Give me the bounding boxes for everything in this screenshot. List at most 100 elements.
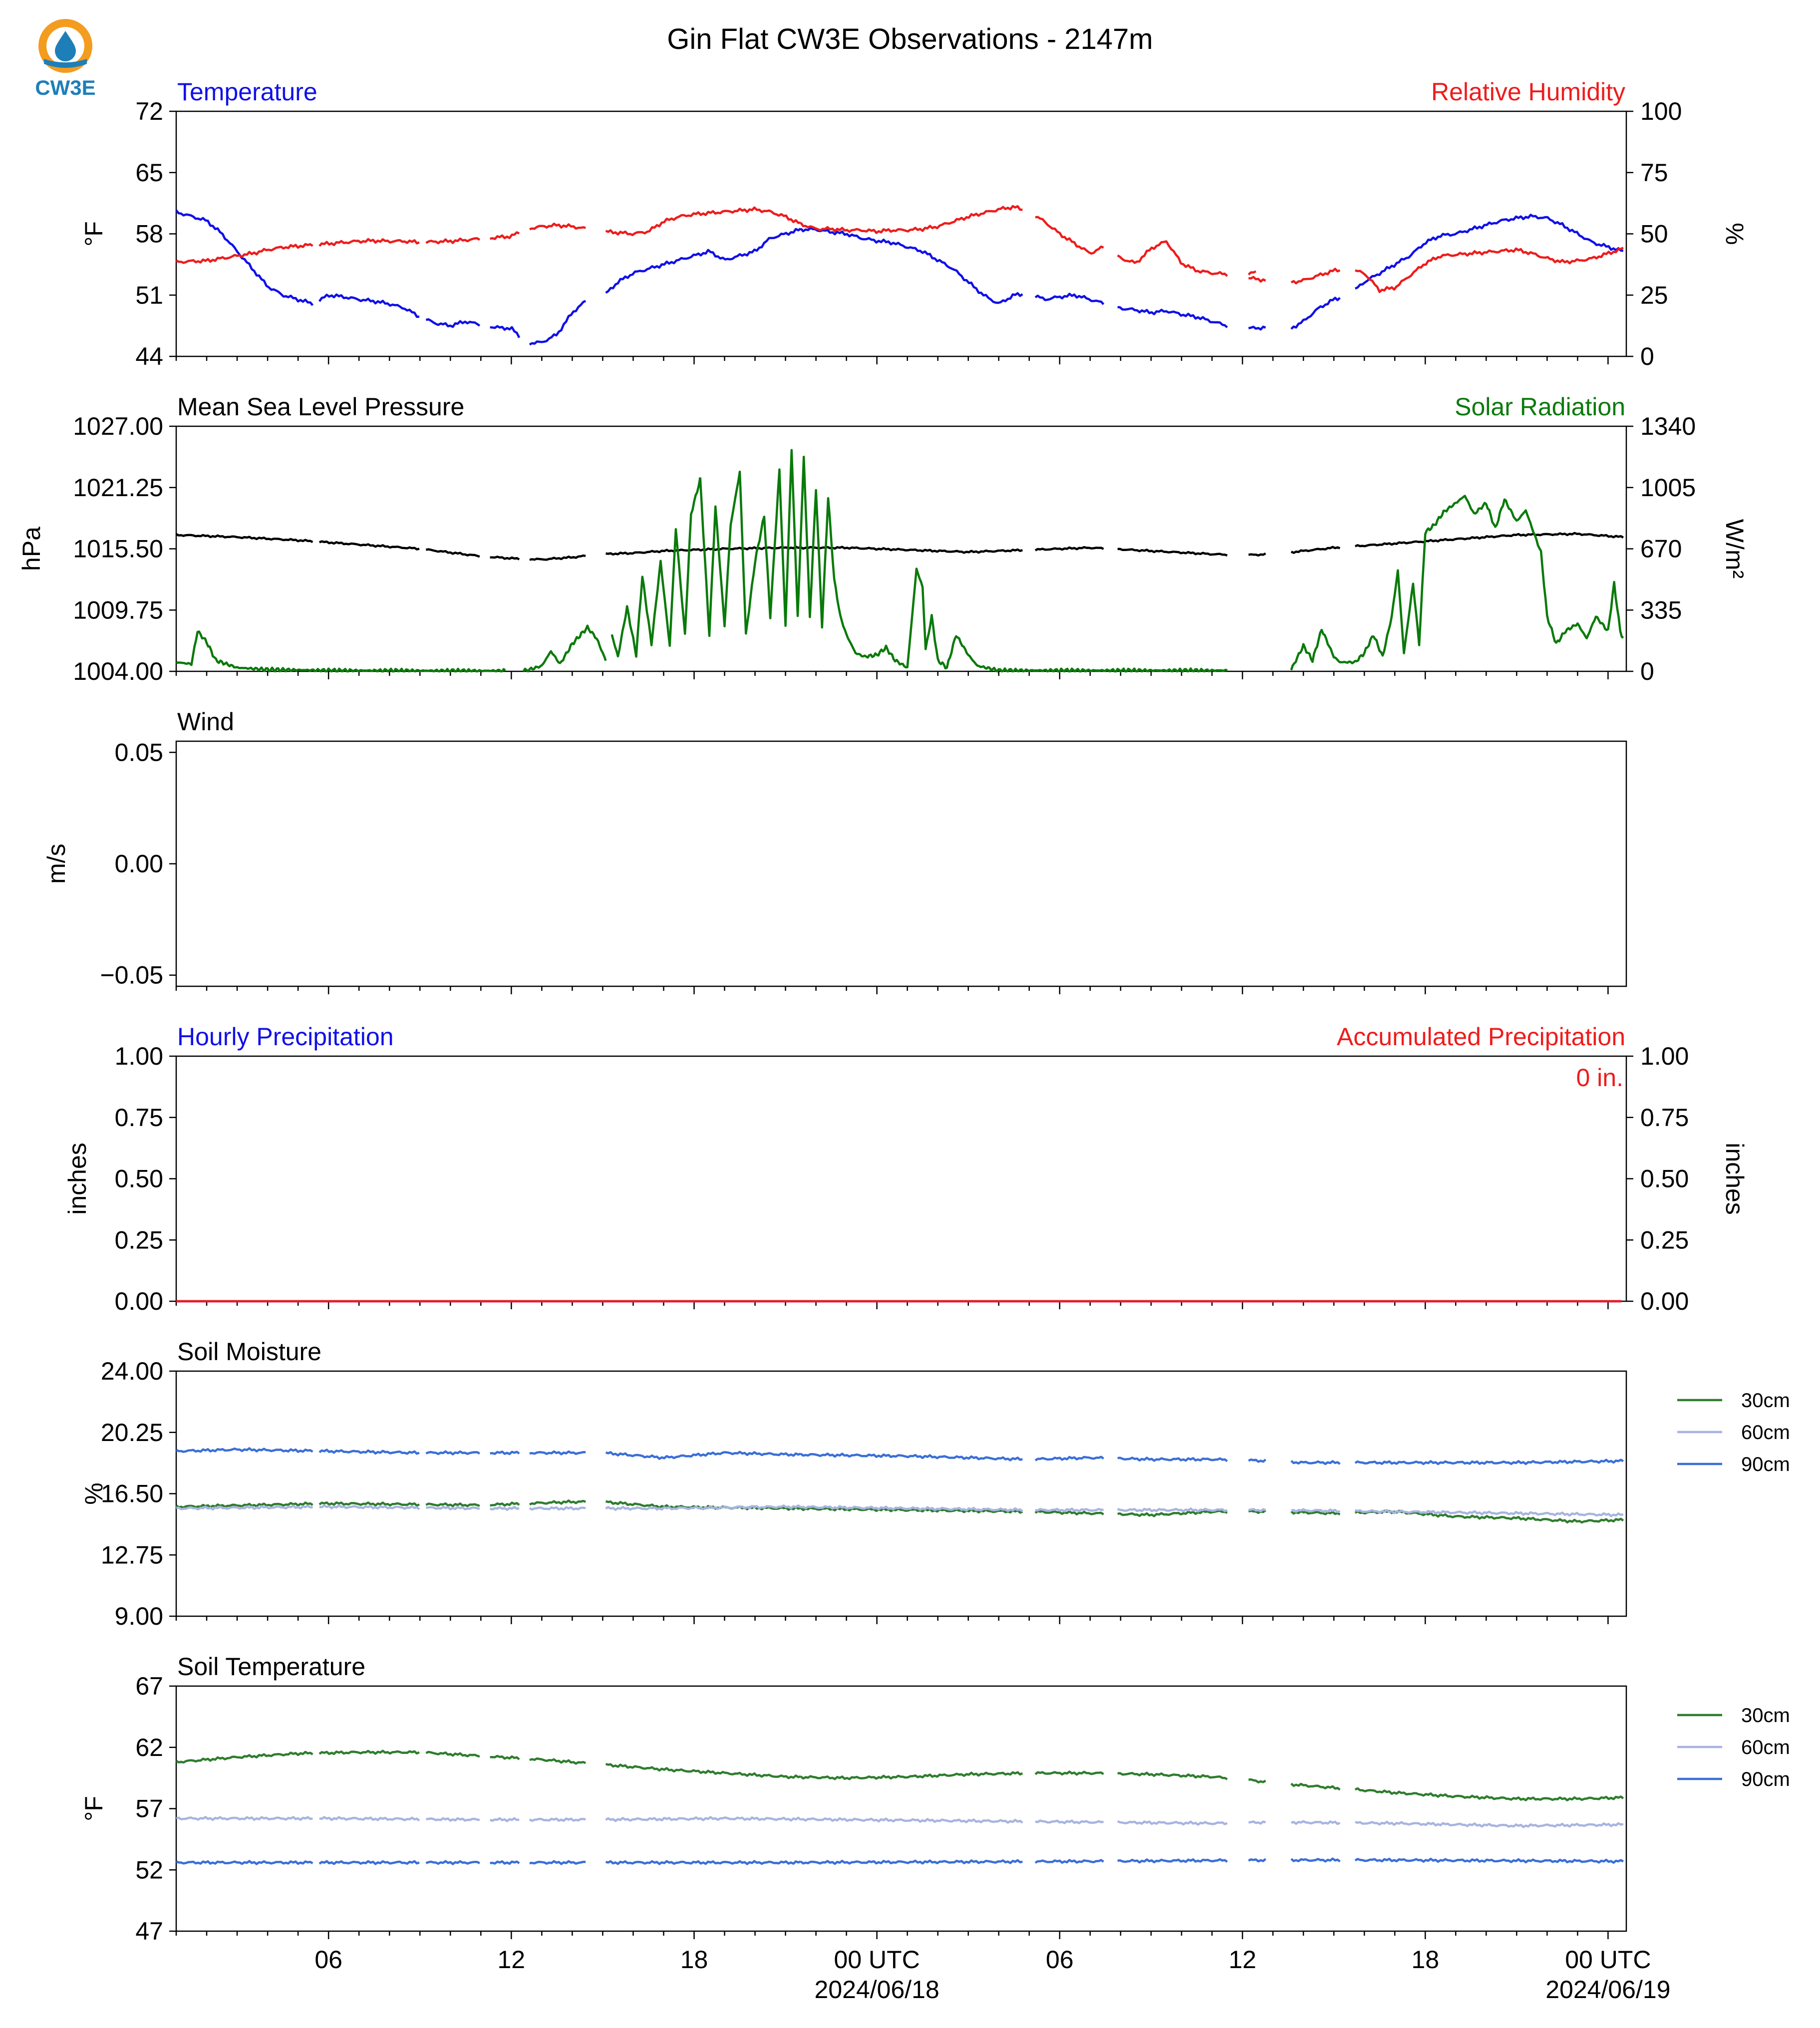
y-tick-label: 52	[135, 1856, 163, 1884]
series-line-90cm	[529, 1450, 586, 1455]
series-line-60cm	[176, 1504, 313, 1511]
panel-precip: Hourly Precipitation Accumulated Precipit…	[63, 1023, 1749, 1315]
y-tick-label: 20.25	[101, 1419, 163, 1447]
series-line-90cm	[800, 1859, 1023, 1865]
series-line-90cm	[800, 1452, 1023, 1461]
y-tick-label-right: 335	[1640, 596, 1682, 624]
series-line-90cm	[318, 1860, 420, 1865]
y-tick-label: 0.00	[115, 850, 163, 878]
series-line-60cm	[529, 1817, 586, 1822]
series-line-60cm	[605, 1816, 802, 1822]
series-line-red	[318, 238, 420, 247]
legend-label: 90cm	[1741, 1768, 1790, 1790]
series-line-red	[1117, 240, 1228, 277]
series-line-90cm	[605, 1450, 801, 1460]
series-line-black	[175, 533, 313, 544]
series-line-90cm	[1034, 1859, 1104, 1864]
x-tick-label: 06	[314, 1946, 342, 1974]
y-tick-label-right: 1340	[1640, 412, 1696, 440]
series-line-red	[1248, 276, 1266, 283]
y-axis-label-right: inches	[1721, 1143, 1749, 1215]
y-tick-label-right: 0.75	[1640, 1104, 1689, 1132]
chart-panels: Temperature Relative Humidity 72 65 58 51 44 °F…	[17, 78, 1790, 2004]
series-line-60cm	[1035, 1819, 1104, 1824]
y-tick-label: 65	[135, 159, 163, 187]
y-axis-label: m/s	[42, 844, 70, 884]
series-line-90cm	[1354, 1458, 1624, 1465]
y-tick-label: 72	[135, 97, 163, 125]
y-tick-label-right: 75	[1640, 159, 1668, 187]
y-tick-label: 1009.75	[73, 596, 163, 624]
panel-temp-rh: Temperature Relative Humidity 72 65 58 51 44 °F…	[80, 78, 1749, 370]
cw3e-drop-logo: CW3E	[35, 19, 96, 99]
series-line-blue	[605, 228, 802, 294]
y-tick-label-right: 1005	[1640, 474, 1696, 502]
series-line-red	[425, 237, 481, 245]
series-line-black	[425, 548, 480, 558]
y-tick-label: 62	[135, 1734, 163, 1761]
x-tick-sublabel: 2024/06/19	[1545, 1976, 1670, 2004]
series-line-90cm	[1034, 1455, 1105, 1461]
chart-title: Gin Flat CW3E Observations - 2147m	[667, 23, 1153, 55]
y-tick-label: −0.05	[100, 961, 163, 989]
series-line-90cm	[425, 1860, 480, 1865]
y-tick-label: 1004.00	[73, 657, 163, 685]
series-line-60cm	[529, 1506, 586, 1511]
y-tick-label-right: 0.50	[1640, 1165, 1689, 1193]
panel-frame	[175, 1685, 1627, 1932]
y-tick-label-right: 670	[1640, 535, 1682, 563]
panel-title-right: Accumulated Precipitation	[1337, 1023, 1625, 1051]
series-line-30cm	[1290, 1782, 1341, 1791]
series-line-blue	[175, 209, 314, 306]
x-tick-label: 18	[680, 1946, 708, 1974]
accumulated-precip-value: 0 in.	[1576, 1064, 1623, 1092]
panel-title-left: Mean Sea Level Pressure	[177, 393, 464, 421]
series-line-black	[800, 546, 1023, 554]
series-line-60cm	[1355, 1820, 1624, 1828]
series-line-blue	[425, 318, 481, 328]
series-line-90cm	[1117, 1456, 1228, 1462]
series-line-60cm	[1117, 1820, 1228, 1826]
series-line-black	[1290, 546, 1340, 554]
series-line-30cm	[318, 1749, 420, 1755]
y-tick-label: 1021.25	[73, 474, 163, 502]
y-tick-label-right: 1.00	[1640, 1042, 1689, 1070]
series-line-90cm	[490, 1450, 520, 1455]
series-line-30cm	[425, 1750, 480, 1758]
series-line-60cm	[319, 1504, 420, 1510]
x-tick-label: 12	[1228, 1946, 1256, 1974]
series-line-60cm	[1117, 1507, 1228, 1513]
series-line-blue	[1248, 325, 1266, 331]
y-axis-label-right: W/m²	[1721, 519, 1749, 579]
series-line-30cm	[1117, 1771, 1228, 1780]
series-line-30cm	[1034, 1510, 1104, 1516]
series-line-90cm	[176, 1447, 313, 1453]
series-line-30cm	[1034, 1770, 1104, 1776]
panel-frame	[175, 1370, 1627, 1617]
series-line-90cm	[318, 1449, 420, 1455]
series-line-90cm	[1248, 1458, 1266, 1463]
series-line-green	[1290, 495, 1624, 671]
series-line-60cm	[800, 1817, 1023, 1824]
series-line-blue	[1034, 292, 1105, 305]
series-line-blue	[1117, 305, 1228, 328]
series-line-red	[1290, 268, 1341, 285]
logo-text: CW3E	[35, 76, 95, 99]
series-line-30cm	[490, 1754, 520, 1760]
y-tick-label: 1015.50	[73, 535, 163, 563]
y-tick-label: 47	[135, 1917, 163, 1945]
x-tick-label: 12	[498, 1946, 526, 1974]
series-line-30cm	[490, 1501, 520, 1507]
series-line-60cm	[605, 1504, 802, 1511]
series-line-30cm	[529, 1499, 586, 1506]
series-line-green	[522, 624, 607, 673]
series-line-60cm	[1291, 1820, 1341, 1825]
series-line-60cm	[1035, 1507, 1104, 1513]
series-line-black	[1354, 532, 1624, 548]
series-line-red	[175, 243, 313, 264]
series-line-30cm	[1354, 1787, 1624, 1801]
series-line-90cm	[425, 1450, 480, 1455]
series-line-30cm	[1117, 1509, 1228, 1517]
y-tick-label: 57	[135, 1795, 163, 1823]
